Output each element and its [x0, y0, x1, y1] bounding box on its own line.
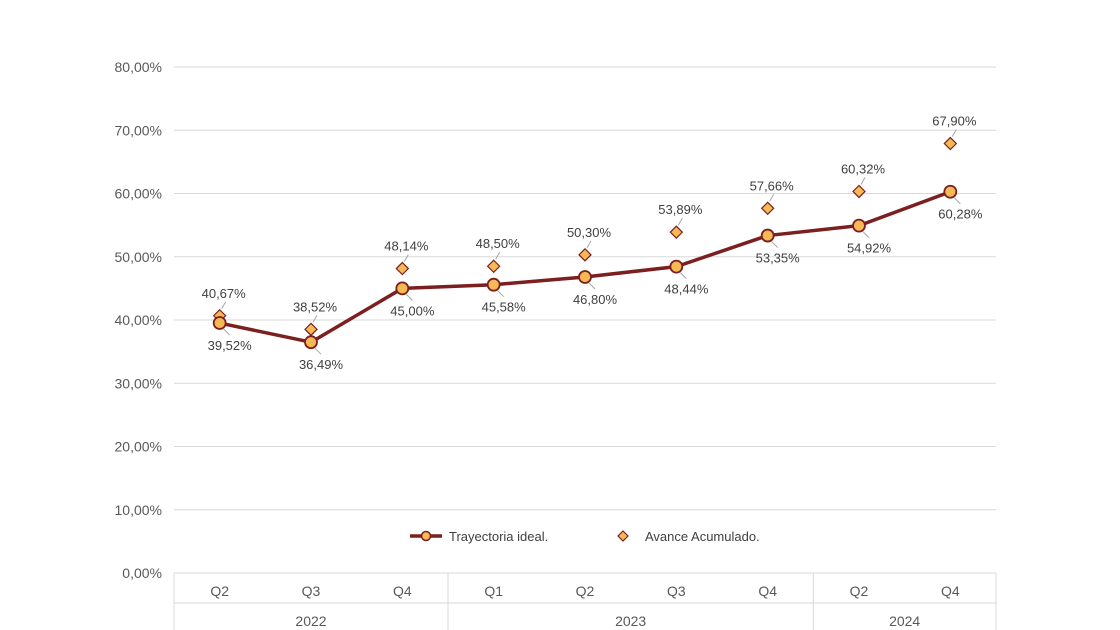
leader-line — [312, 315, 318, 323]
diamond-point — [760, 201, 775, 216]
y-tick-label: 30,00% — [115, 375, 162, 391]
leader-line — [951, 129, 957, 137]
diamond-point — [304, 322, 318, 337]
data-label-avance: 40,67% — [202, 286, 247, 301]
data-label-avance: 53,89% — [658, 202, 703, 217]
x-tick-label: Q1 — [484, 583, 503, 599]
data-label-ideal: 53,35% — [756, 251, 801, 266]
year-label: 2023 — [615, 613, 646, 629]
legend-swatch-diamond — [617, 530, 629, 542]
x-tick-label: Q2 — [576, 583, 595, 599]
leader-line — [586, 240, 592, 249]
diamond-point — [486, 259, 501, 274]
year-label: 2024 — [889, 613, 920, 629]
data-label-ideal: 54,92% — [847, 241, 892, 256]
circle-point — [486, 277, 501, 292]
leader-line — [769, 194, 775, 202]
data-label-avance: 48,14% — [384, 239, 429, 254]
data-label-avance: 48,50% — [476, 236, 521, 251]
circle-point — [760, 228, 775, 243]
circle-point — [852, 218, 866, 233]
data-label-ideal: 45,00% — [390, 303, 435, 318]
data-label-ideal: 46,80% — [573, 292, 618, 307]
data-label-ideal: 36,49% — [299, 357, 344, 372]
leader-line — [953, 197, 961, 205]
leader-line — [679, 272, 687, 279]
leader-line — [403, 254, 409, 262]
x-tick-label: Q3 — [302, 583, 321, 599]
legend-label-avance: Avance Acumulado. — [645, 529, 760, 544]
x-tick-label: Q2 — [850, 583, 869, 599]
y-tick-label: 20,00% — [115, 439, 162, 455]
diamond-point — [852, 184, 866, 199]
circle-point — [669, 259, 684, 274]
x-tick-label: Q2 — [210, 583, 229, 599]
data-label-avance: 67,90% — [932, 114, 977, 129]
circle-point — [943, 184, 958, 199]
data-label-avance: 57,66% — [750, 178, 795, 193]
diamond-point — [578, 248, 592, 262]
leader-line — [771, 241, 779, 248]
circle-point — [212, 316, 227, 330]
leader-line — [223, 328, 231, 336]
y-tick-label: 70,00% — [115, 122, 162, 138]
x-tick-label: Q4 — [758, 583, 777, 599]
circle-point — [304, 335, 318, 350]
leader-line — [588, 282, 596, 290]
leader-line — [314, 347, 322, 355]
data-label-ideal: 45,58% — [482, 300, 527, 315]
data-label-avance: 60,32% — [841, 161, 886, 176]
y-tick-label: 60,00% — [115, 186, 162, 202]
diamond-point — [669, 225, 684, 239]
circle-point — [395, 281, 410, 296]
x-tick-label: Q4 — [941, 583, 960, 599]
x-tick-label: Q4 — [393, 583, 412, 599]
data-label-ideal: 48,44% — [664, 282, 709, 297]
leader-line — [677, 217, 683, 226]
year-label: 2022 — [295, 613, 326, 629]
data-label-ideal: 60,28% — [938, 207, 983, 222]
leader-line — [862, 231, 870, 238]
diamond-point — [395, 261, 410, 276]
circle-point — [578, 270, 592, 284]
y-tick-label: 0,00% — [122, 565, 162, 581]
legend-swatch-circle — [420, 530, 432, 542]
y-tick-label: 80,00% — [115, 59, 162, 75]
x-tick-label: Q3 — [667, 583, 686, 599]
y-tick-label: 50,00% — [115, 249, 162, 265]
leader-line — [860, 177, 866, 185]
leader-line — [405, 294, 413, 301]
y-tick-label: 40,00% — [115, 312, 162, 328]
leader-line — [495, 251, 501, 260]
data-label-ideal: 39,52% — [208, 338, 253, 353]
data-label-avance: 50,30% — [567, 225, 612, 240]
legend-label-ideal: Trayectoria ideal. — [449, 529, 548, 544]
diamond-point — [943, 136, 958, 151]
data-label-avance: 38,52% — [293, 299, 338, 314]
leader-line — [497, 290, 505, 298]
y-tick-label: 10,00% — [115, 502, 162, 518]
leader-line — [221, 301, 227, 310]
